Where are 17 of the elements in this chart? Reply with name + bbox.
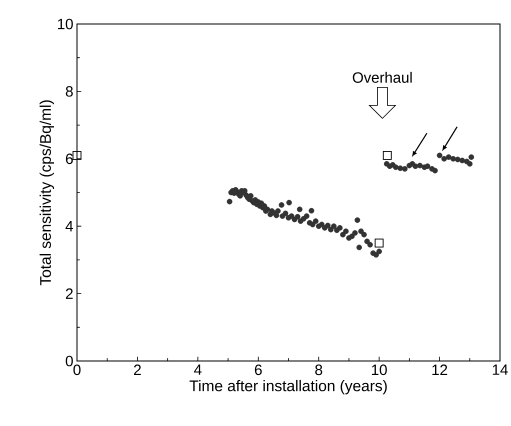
- y-tick-label: 8: [66, 86, 73, 97]
- x-tick-label: 4: [194, 364, 202, 375]
- x-tick-label: 8: [315, 364, 322, 376]
- x-tick-label: 14: [492, 364, 508, 375]
- x-tick-label: 10: [372, 364, 387, 376]
- x-tick-label: 0: [73, 364, 81, 376]
- y-tick-label: 10: [58, 18, 73, 30]
- annotation: Overhaul: [352, 72, 412, 83]
- x-tick-label: 12: [432, 364, 448, 375]
- x-axis-title: Time after installation (years): [190, 380, 387, 394]
- y-tick-label: 4: [66, 221, 74, 232]
- x-tick-label: 6: [254, 364, 262, 376]
- x-tick-label: 2: [134, 364, 141, 375]
- y-tick-label: 6: [66, 154, 73, 164]
- y-tick-label: 0: [66, 356, 73, 366]
- y-axis-title: Total sensitivity (cps/Bq/ml): [40, 100, 54, 286]
- y-tick-label: 2: [66, 288, 73, 299]
